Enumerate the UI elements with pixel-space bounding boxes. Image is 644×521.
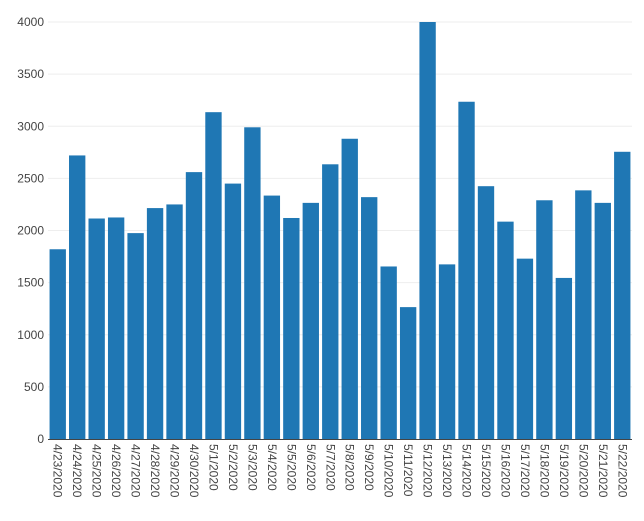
bar[interactable] (341, 138, 358, 439)
bar[interactable] (361, 197, 378, 439)
x-axis: 4/23/2020 4/24/2020 4/25/2020 4/26/2020 4/27… (48, 439, 632, 498)
x-tick-label: 5/12/2020 (421, 444, 435, 498)
bar[interactable] (322, 164, 339, 440)
x-tick-label: 5/1/2020 (206, 444, 220, 491)
x-tick-label: 5/21/2020 (596, 444, 610, 498)
x-tick-label: 5/15/2020 (479, 444, 493, 498)
x-tick-label: 5/11/2020 (401, 444, 415, 497)
y-tick-label: 2000 (17, 224, 44, 238)
y-tick-label: 1500 (17, 276, 44, 290)
x-tick-label: 4/29/2020 (168, 444, 182, 498)
y-tick-label: 4000 (17, 15, 44, 29)
bar[interactable] (127, 233, 144, 439)
x-tick-label: 4/23/2020 (51, 444, 65, 498)
y-axis: 0 500 1000 1500 2000 2500 3000 3500 4000 (17, 15, 44, 446)
bar[interactable] (302, 202, 319, 439)
x-tick-label: 5/7/2020 (323, 444, 337, 491)
bar[interactable] (614, 151, 631, 440)
y-tick-label: 1000 (17, 328, 44, 342)
x-tick-label: 5/16/2020 (498, 444, 512, 498)
y-tick-label: 2500 (17, 171, 44, 185)
bar[interactable] (497, 221, 514, 439)
bar[interactable] (438, 264, 456, 439)
x-tick-label: 5/6/2020 (304, 444, 318, 491)
x-tick-label: 4/28/2020 (148, 444, 162, 498)
x-tick-label: 5/14/2020 (460, 444, 474, 498)
x-tick-label: 5/22/2020 (615, 444, 629, 498)
bar[interactable] (516, 258, 534, 439)
y-tick-label: 3000 (17, 119, 44, 133)
bar[interactable] (69, 155, 86, 439)
bar[interactable] (380, 266, 397, 439)
x-tick-label: 5/17/2020 (518, 444, 532, 498)
bar[interactable] (536, 200, 553, 439)
x-tick-label: 5/4/2020 (265, 444, 279, 491)
bar[interactable] (146, 208, 164, 439)
y-tick-label: 500 (24, 380, 44, 394)
bar[interactable] (185, 172, 203, 439)
bar[interactable] (399, 307, 417, 439)
x-tick-label: 5/2/2020 (226, 444, 240, 491)
bar[interactable] (263, 195, 281, 439)
bar[interactable] (477, 186, 495, 439)
x-tick-label: 5/9/2020 (362, 444, 376, 491)
bar[interactable] (575, 190, 592, 439)
gridlines (48, 21, 632, 388)
bar[interactable] (283, 217, 300, 439)
x-tick-label: 4/24/2020 (70, 444, 84, 498)
x-tick-label: 4/27/2020 (129, 444, 143, 498)
bar[interactable] (205, 112, 222, 440)
bar[interactable] (555, 277, 573, 439)
bar[interactable] (224, 183, 242, 439)
x-tick-label: 5/19/2020 (557, 444, 571, 498)
y-tick-label: 3500 (17, 67, 44, 81)
x-tick-label: 5/5/2020 (284, 444, 298, 491)
x-tick-label: 5/10/2020 (382, 444, 396, 498)
bar[interactable] (244, 127, 261, 439)
bar[interactable] (166, 204, 183, 439)
bars (49, 22, 631, 440)
x-tick-label: 4/26/2020 (109, 444, 123, 498)
bar[interactable] (458, 101, 475, 439)
x-tick-label: 5/8/2020 (343, 444, 357, 491)
x-tick-label: 5/13/2020 (440, 444, 454, 498)
x-tick-label: 4/30/2020 (187, 444, 201, 498)
bar[interactable] (594, 202, 611, 439)
x-tick-label: 5/3/2020 (245, 444, 259, 491)
bar[interactable] (88, 218, 105, 439)
bar[interactable] (49, 249, 66, 439)
bar[interactable] (107, 217, 125, 439)
x-tick-label: 5/18/2020 (537, 444, 551, 498)
x-tick-label: 4/25/2020 (90, 444, 104, 498)
bar[interactable] (419, 22, 436, 439)
y-tick-label: 0 (37, 432, 44, 446)
x-tick-label: 5/20/2020 (576, 444, 590, 498)
